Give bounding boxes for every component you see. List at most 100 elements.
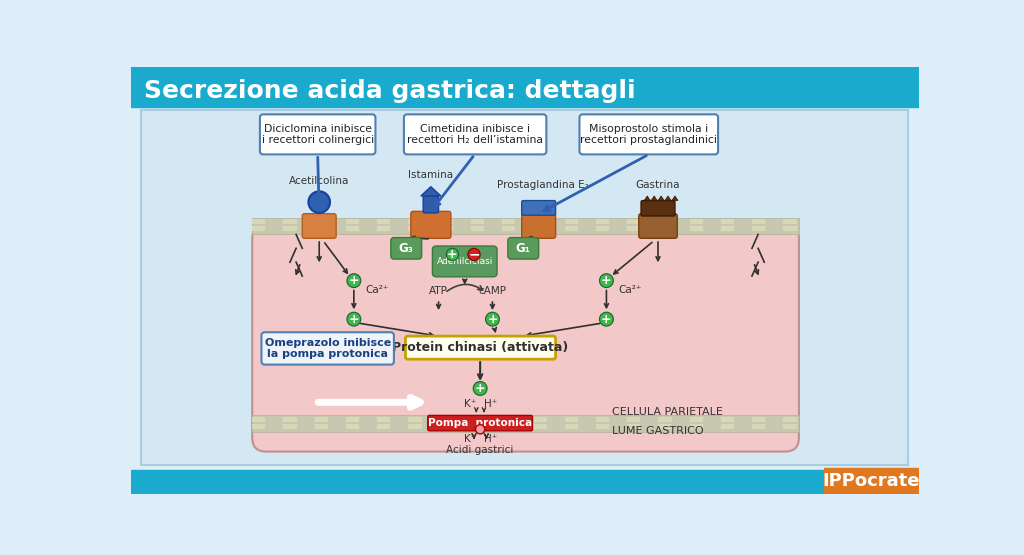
Bar [131, 470, 920, 494]
Bar [252, 219, 265, 224]
Text: ATP: ATP [429, 286, 447, 296]
FancyBboxPatch shape [521, 214, 556, 238]
Bar [314, 417, 328, 422]
Bar [564, 417, 578, 422]
Bar [658, 219, 672, 224]
Bar [783, 417, 797, 422]
Bar [471, 226, 484, 231]
Bar [471, 219, 484, 224]
Bar [252, 424, 265, 429]
Bar [502, 424, 515, 429]
Bar [314, 424, 328, 429]
Bar [783, 424, 797, 429]
Bar [439, 219, 453, 224]
Polygon shape [421, 186, 441, 196]
Bar [564, 219, 578, 224]
Bar [689, 226, 702, 231]
Bar [689, 417, 702, 422]
Bar [439, 417, 453, 422]
Bar [377, 226, 390, 231]
Bar [627, 417, 640, 422]
Bar [502, 226, 515, 231]
Bar [439, 226, 453, 231]
Bar [131, 67, 920, 107]
FancyBboxPatch shape [580, 114, 718, 154]
FancyBboxPatch shape [423, 196, 438, 213]
Text: IPPocrate: IPPocrate [822, 472, 920, 490]
Polygon shape [658, 196, 665, 200]
Bar [564, 424, 578, 429]
Circle shape [485, 312, 500, 326]
Bar [471, 424, 484, 429]
Text: G₁: G₁ [516, 242, 530, 255]
Text: CELLULA PARIETALE: CELLULA PARIETALE [611, 407, 723, 417]
FancyBboxPatch shape [302, 214, 336, 238]
Text: Protein chinasi (attivata): Protein chinasi (attivata) [392, 341, 568, 354]
Bar [627, 219, 640, 224]
Bar [252, 218, 799, 234]
FancyBboxPatch shape [639, 214, 677, 238]
Circle shape [446, 248, 459, 261]
Bar [502, 417, 515, 422]
Bar [564, 226, 578, 231]
Text: +: + [601, 274, 611, 287]
Bar [596, 417, 609, 422]
Bar [502, 219, 515, 224]
Text: +: + [601, 312, 611, 326]
Bar [534, 417, 547, 422]
Bar [752, 417, 765, 422]
Bar [627, 424, 640, 429]
Bar [534, 424, 547, 429]
Circle shape [473, 381, 487, 395]
Text: Pompa  protonica: Pompa protonica [428, 418, 532, 428]
Circle shape [308, 191, 330, 213]
FancyBboxPatch shape [508, 238, 539, 259]
Bar [284, 226, 297, 231]
Polygon shape [665, 196, 671, 200]
Text: Ca²⁺: Ca²⁺ [366, 285, 389, 295]
Text: K⁺: K⁺ [464, 434, 476, 445]
Text: Acetilcolina: Acetilcolina [289, 175, 349, 185]
Bar [252, 415, 799, 432]
Bar [284, 424, 297, 429]
Bar [377, 424, 390, 429]
Text: K⁺: K⁺ [464, 399, 476, 409]
Bar [534, 226, 547, 231]
Text: Omeprazolo inibisce
la pompa protonica: Omeprazolo inibisce la pompa protonica [264, 337, 391, 359]
Circle shape [468, 248, 480, 261]
Bar [721, 219, 734, 224]
Text: −: − [468, 248, 480, 261]
FancyBboxPatch shape [641, 200, 675, 216]
FancyBboxPatch shape [261, 332, 394, 365]
Text: Adenilciclasi: Adenilciclasi [436, 257, 493, 266]
Bar [721, 417, 734, 422]
Bar [409, 219, 422, 224]
Text: Acidi gastrici: Acidi gastrici [446, 445, 514, 455]
Bar [627, 226, 640, 231]
Polygon shape [644, 196, 650, 200]
Bar [314, 219, 328, 224]
Bar [252, 417, 265, 422]
Bar [471, 417, 484, 422]
Bar [252, 226, 265, 231]
Bar [658, 226, 672, 231]
Bar [721, 424, 734, 429]
Polygon shape [651, 196, 657, 200]
Bar [658, 424, 672, 429]
FancyBboxPatch shape [252, 224, 799, 452]
Text: +: + [348, 274, 359, 287]
Bar [377, 219, 390, 224]
Bar [783, 226, 797, 231]
Text: H⁺: H⁺ [484, 399, 498, 409]
FancyBboxPatch shape [432, 246, 497, 277]
Bar [823, 468, 920, 494]
Text: Istamina: Istamina [409, 170, 454, 180]
FancyBboxPatch shape [260, 114, 376, 154]
Circle shape [347, 312, 360, 326]
Text: Misoprostolo stimola i
recettori prostaglandinici: Misoprostolo stimola i recettori prostag… [581, 124, 717, 145]
Text: +: + [447, 248, 458, 261]
FancyBboxPatch shape [521, 200, 556, 215]
Text: Ca²⁺: Ca²⁺ [617, 285, 641, 295]
Text: +: + [475, 382, 485, 395]
Text: +: + [348, 312, 359, 326]
